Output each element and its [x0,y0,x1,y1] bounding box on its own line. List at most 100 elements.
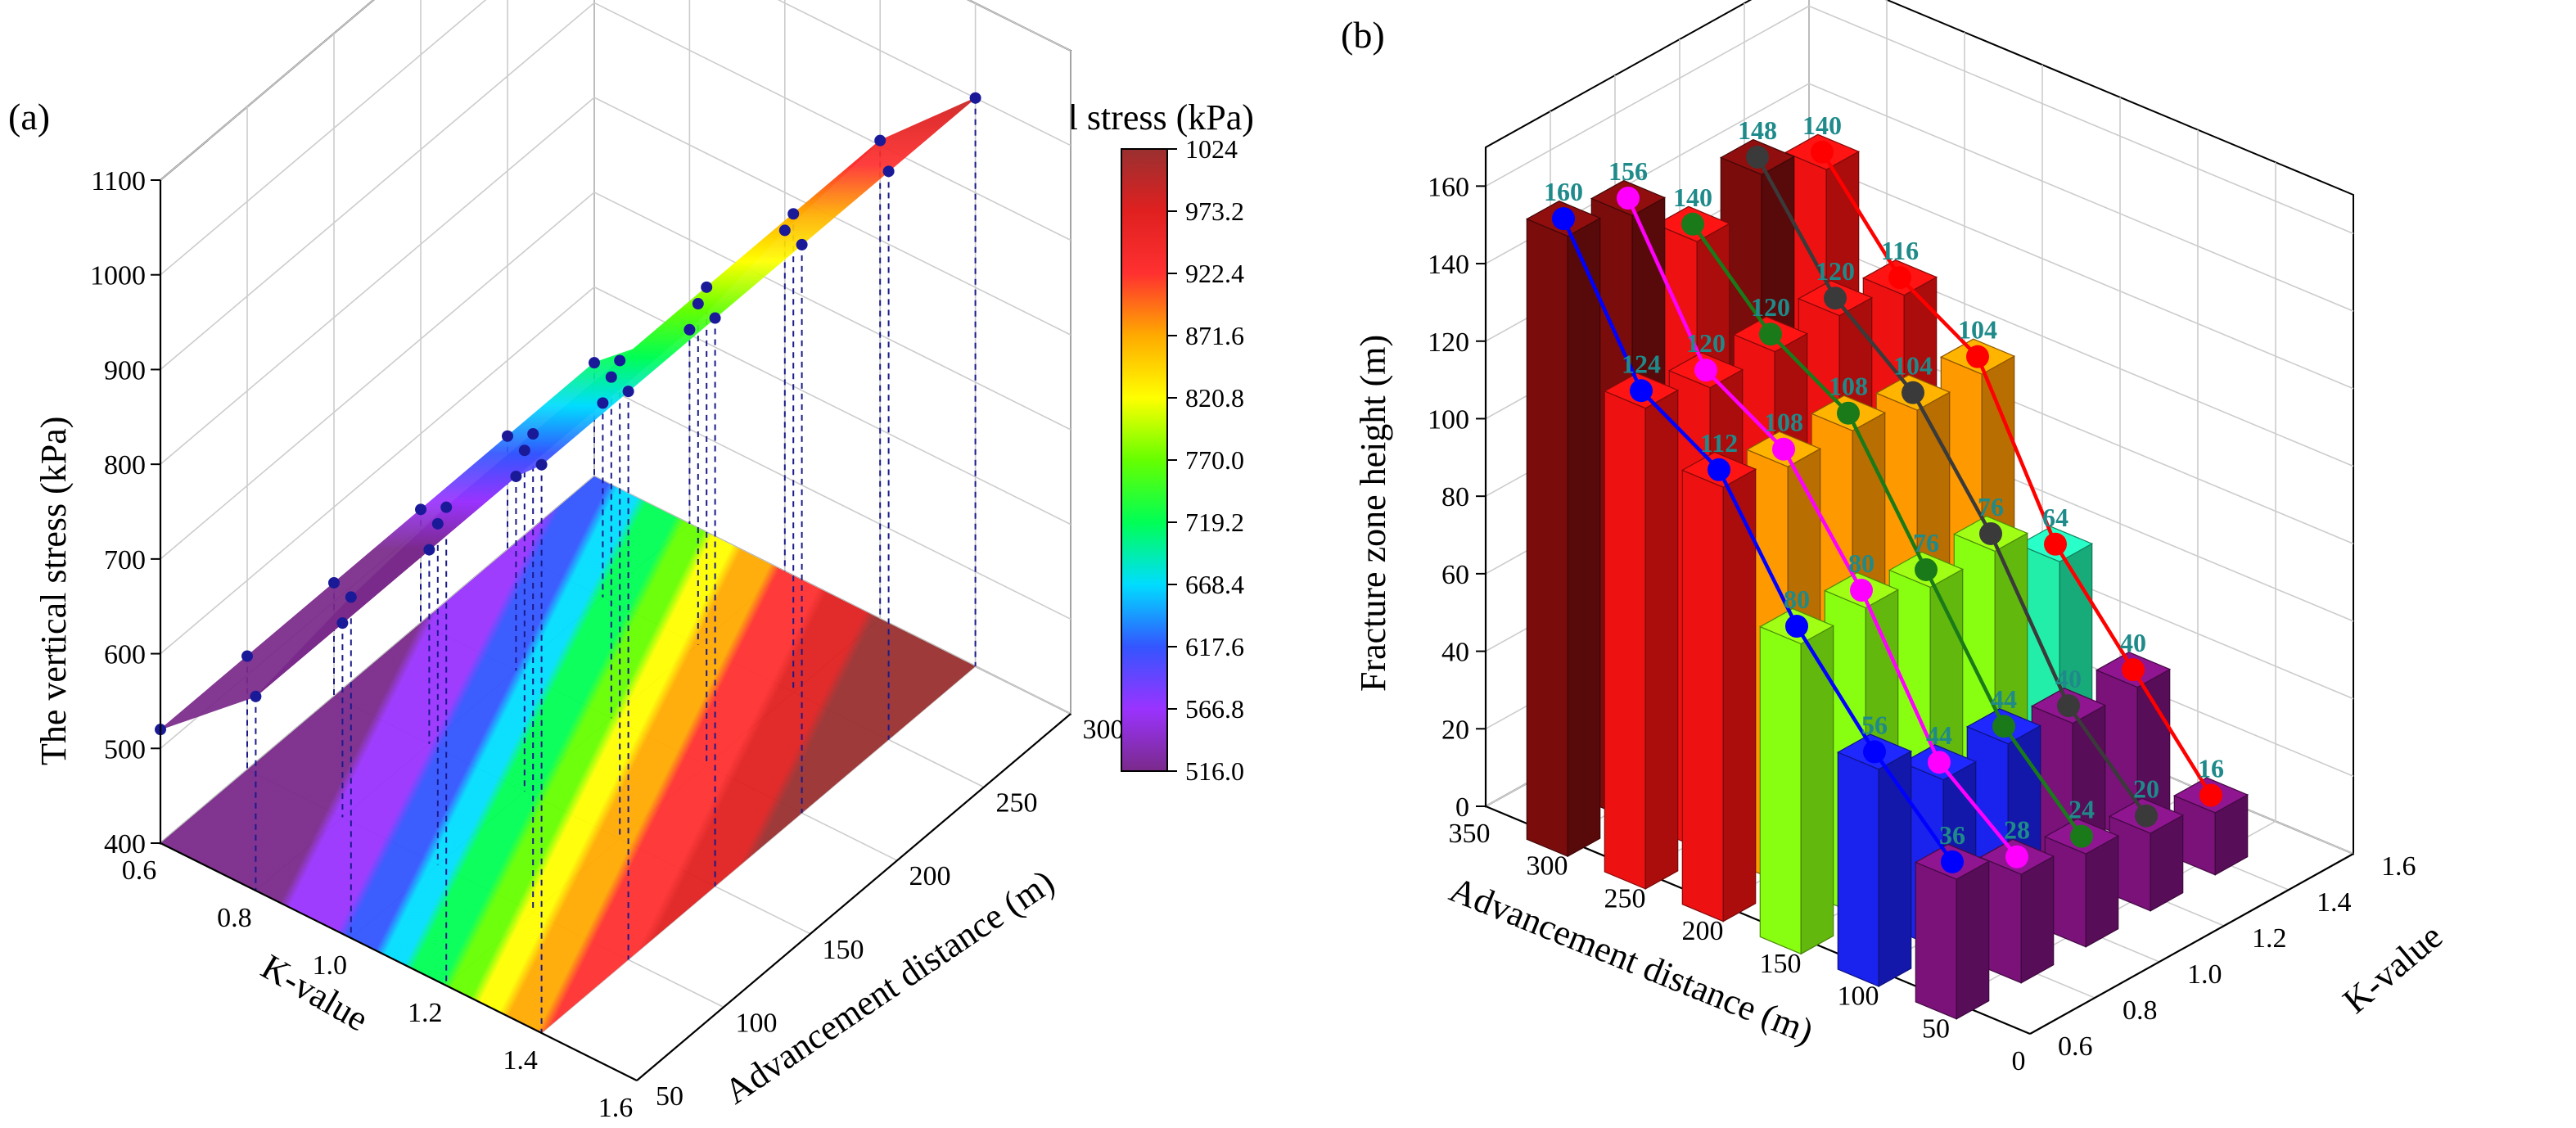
panel-b-z-tick-label: 20 [1441,715,1469,745]
panel-a-data-point [502,430,513,442]
panel-b-series-marker [2199,783,2222,807]
panel-b-bar-side-face [2085,835,2119,948]
panel-a-colorbar-tick-label: 516.0 [1185,756,1244,786]
panel-a-data-point [874,134,886,147]
panel-b-x-tick-label: 50 [1922,1013,1950,1044]
panel-b-bar-front-face [1759,625,1802,955]
panel-b-value-label: 108 [1829,372,1868,401]
panel-a-y-tick-label: 200 [909,861,951,891]
panel-a-y-tick-label: 250 [996,788,1038,819]
panel-a-data-point [701,281,713,293]
panel-a-data-point [535,458,548,471]
panel-b-value-label: 120 [1751,292,1790,322]
panel-b-bar [1680,451,1757,923]
panel-a-colorbar-tick-label: 820.8 [1185,383,1244,413]
panel-a-colorbar-tick-label: 719.2 [1185,508,1244,537]
panel-a-data-point [518,444,530,457]
panel-b-x-tick-label: 350 [1449,819,1491,849]
panel-b-value-label: 112 [1700,428,1738,458]
panel-a-label: (a) [8,96,50,138]
panel-a-colorbar-tick-label: 617.6 [1185,632,1244,661]
panel-b-series-marker [1837,401,1860,425]
panel-a-data-point [778,224,791,237]
panel-a-colorbar-tick-label: 770.0 [1185,445,1244,475]
panel-b-y-tick-label: 1.6 [2381,851,2416,882]
panel-b-series-line [1691,223,2083,837]
panel-b-series-marker [1617,187,1640,210]
panel-b-x-tick-label: 300 [1527,851,1568,882]
panel-b-bar [1603,372,1680,890]
panel-b-z-tick-label: 160 [1428,172,1469,202]
panel-a-data-point [345,591,357,603]
panel-b-value-label: 148 [1738,115,1777,145]
panel-b-value-label: 76 [1978,492,2004,521]
panel-a-colorbar-tick-label: 973.2 [1185,196,1244,226]
panel-a-surface-chart: 400 500 600 700 800 900 1000 1100 0.6 0.8 1.0 1.2 1.… [90,0,1244,1123]
panel-a-x-tick-label: 1.0 [313,950,348,981]
panel-b-series-marker [1888,266,1911,290]
panel-b-series-marker [1915,557,1938,581]
panel-a-data-point [787,208,800,220]
panel-b-series-marker [1681,212,1704,236]
panel-b-bar-front-face [1915,861,1957,1020]
panel-a-z-axis-title: The vertical stress (kPa) [34,417,74,765]
panel-b-series-marker [1708,458,1730,481]
panel-b-x-tick-label: 200 [1682,916,1724,946]
panel-a-z-gridline [160,0,1071,276]
panel-b-x-tick-label: 0 [2012,1046,2026,1076]
panel-b-series-marker [2005,845,2028,869]
panel-b-value-label: 156 [1608,156,1648,186]
panel-b-bar-front-face [1526,218,1568,858]
panel-a-x-tick-label: 1.4 [503,1045,538,1076]
panel-a-data-point [440,501,453,513]
panel-a-z-tick-label: 500 [104,734,146,765]
panel-b-value-label: 44 [1991,684,2017,714]
panel-b-series-marker [1824,287,1847,310]
panel-a-data-point [510,470,522,482]
panel-b-bar-front-face [1604,390,1646,890]
panel-a-colorbar [1121,148,1168,772]
panel-b-value-label: 124 [1622,349,1661,378]
panel-b-series-marker [2070,824,2093,848]
panel-b-bar [2172,777,2249,876]
panel-b-series-marker [1630,379,1653,403]
panel-b-bar [1914,843,1991,1020]
panel-b-value-label: 40 [2120,628,2146,657]
panel-b-value-label: 104 [1893,351,1933,381]
panel-b-series-marker [1979,521,2002,545]
panel-a-colorbar-tick-label: 668.4 [1185,570,1244,599]
panel-a-x-tick-label: 0.6 [122,855,157,886]
panel-b-series-marker [2044,532,2067,556]
panel-b-bar-side-face [1567,217,1601,858]
panel-a-drop-lines [160,97,977,1033]
panel-a-data-point [597,397,609,409]
panel-b-series-line [1626,197,2019,859]
panel-a-z-tick-label: 700 [104,545,146,575]
panel-b-value-label: 36 [1939,820,1965,850]
panel-a-data-point [796,238,808,250]
panel-b-value-label: 160 [1544,177,1583,206]
panel-b-series-marker [1785,615,1808,638]
panel-b-y-tick-label: 0.6 [2058,1031,2093,1062]
panel-b-value-label: 20 [2133,774,2159,804]
panel-a-y-tick-label: 150 [823,935,864,965]
panel-a-colorbar-tick-label: 871.6 [1185,321,1244,350]
panel-a-z-tick-label: 800 [104,450,146,481]
panel-b-value-label: 116 [1881,236,1919,265]
panel-b-value-label: 80 [1848,548,1874,578]
panel-b-series-line-k-1: 140 120 108 76 44 24 [1673,183,2095,848]
panel-b-series-marker [2122,658,2145,682]
panel-a-z-tick-label: 1100 [91,166,146,196]
panel-b-bar-chart: 0204060801001201401605010015020025030035… [1428,0,2416,1076]
panel-b-series-line [1820,151,2213,796]
panel-b-bar [1836,733,1913,988]
panel-a-z-tick-label: 400 [104,829,146,860]
panel-a-data-point [589,357,600,369]
panel-a-x-tick-label: 1.2 [408,998,443,1028]
panel-b-value-label: 40 [2055,664,2082,693]
panel-b-series-line-k-0-8: 156 120 108 80 44 28 [1608,156,2030,869]
panel-b-series-line-k-1-2: 148 120 104 76 40 20 [1738,115,2159,828]
panel-b-series-line-k-0-6: 160 124 112 80 56 36 [1544,177,1965,873]
panel-b-series-marker [1850,579,1873,602]
